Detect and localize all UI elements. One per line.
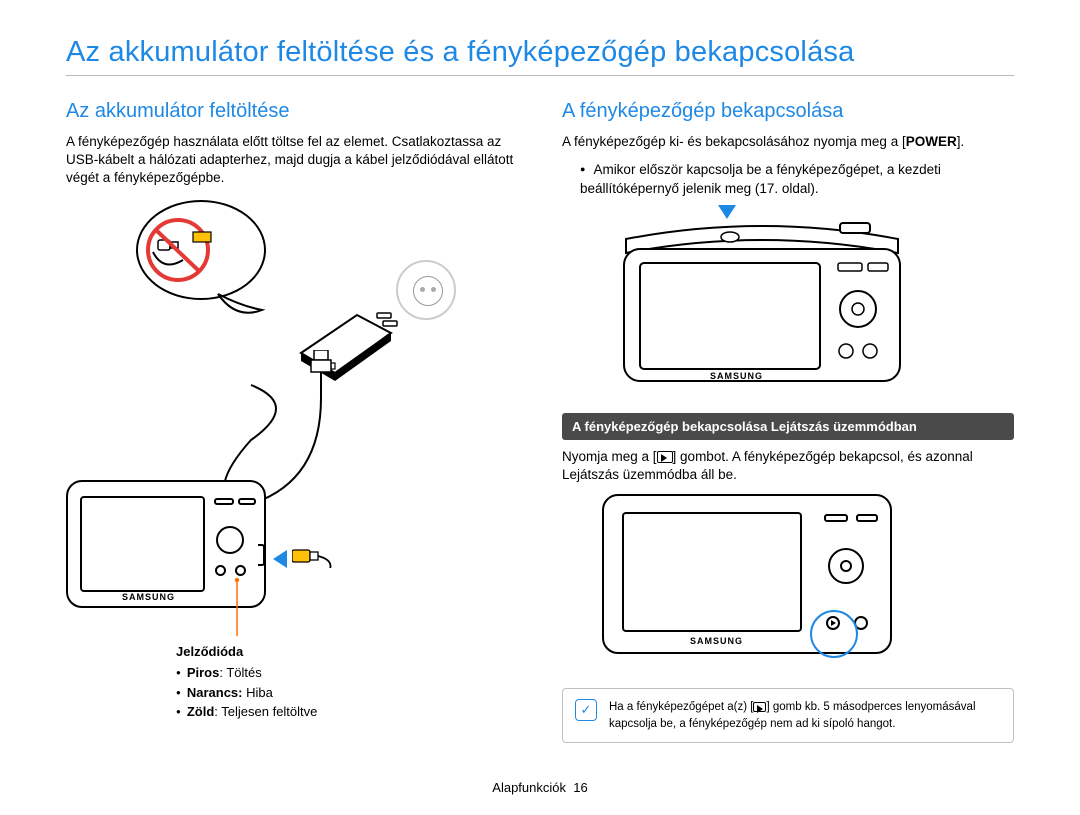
- legend-item-orange: Narancs: Hiba: [176, 683, 518, 703]
- usb-wrong-icon: [138, 202, 268, 302]
- left-heading: Az akkumulátor feltöltése: [66, 100, 518, 123]
- indicator-legend: Jelződióda Piros: Töltés Narancs: Hiba Z…: [176, 642, 518, 722]
- note-icon: ✓: [575, 699, 597, 721]
- right-bullet-1: Amikor először kapcsolja be a fényképező…: [580, 161, 1014, 199]
- legend-item-green: Zöld: Teljesen feltöltve: [176, 702, 518, 722]
- legend-item-red: Piros: Töltés: [176, 663, 518, 683]
- right-illustration-bottom: SAMSUNG: [562, 494, 1014, 664]
- note-text: Ha a fényképezőgépet a(z) [] gomb kb. 5 …: [609, 699, 1001, 731]
- warning-bubble: [136, 200, 266, 300]
- brand-text-2: SAMSUNG: [690, 636, 743, 646]
- svg-text:SAMSUNG: SAMSUNG: [710, 371, 763, 381]
- note-box: ✓ Ha a fényképezőgépet a(z) [] gomb kb. …: [562, 688, 1014, 742]
- playback-mode-header: A fényképezőgép bekapcsolása Lejátszás ü…: [562, 413, 1014, 440]
- left-paragraph: A fényképezőgép használata előtt töltse …: [66, 133, 518, 188]
- play-button-icon-small: [753, 702, 766, 712]
- play-button-icon: [657, 451, 673, 463]
- callout-line: [232, 578, 242, 638]
- camera-top-icon: SAMSUNG: [602, 219, 922, 389]
- title-rule: [66, 75, 1014, 76]
- power-arrow-icon: [718, 205, 736, 219]
- right-paragraph-2: Nyomja meg a [] gombot. A fényképezőgép …: [562, 448, 1014, 484]
- right-heading: A fényképezőgép bekapcsolása: [562, 100, 1014, 123]
- right-illustration-top: SAMSUNG: [562, 205, 1014, 395]
- brand-text: SAMSUNG: [122, 592, 175, 602]
- page-title: Az akkumulátor feltöltése és a fényképez…: [66, 36, 1014, 69]
- right-column: A fényképezőgép bekapcsolása A fényképez…: [562, 100, 1014, 743]
- left-column: Az akkumulátor feltöltése A fényképezőgé…: [66, 100, 518, 743]
- page-footer: Alapfunkciók 16: [0, 780, 1080, 795]
- legend-title: Jelződióda: [176, 642, 518, 662]
- right-bullets: Amikor először kapcsolja be a fényképező…: [580, 161, 1014, 199]
- footer-section: Alapfunkciók: [492, 780, 566, 795]
- usb-connector-icon: [292, 546, 332, 573]
- left-illustration: SAMSUNG: [66, 200, 518, 630]
- two-column-layout: Az akkumulátor feltöltése A fényképezőgé…: [66, 100, 1014, 743]
- right-paragraph-1: A fényképezőgép ki- és bekapcsolásához n…: [562, 133, 1014, 151]
- footer-page: 16: [573, 780, 587, 795]
- usb-arrow-icon: [273, 550, 287, 568]
- bubble-tail: [216, 292, 266, 322]
